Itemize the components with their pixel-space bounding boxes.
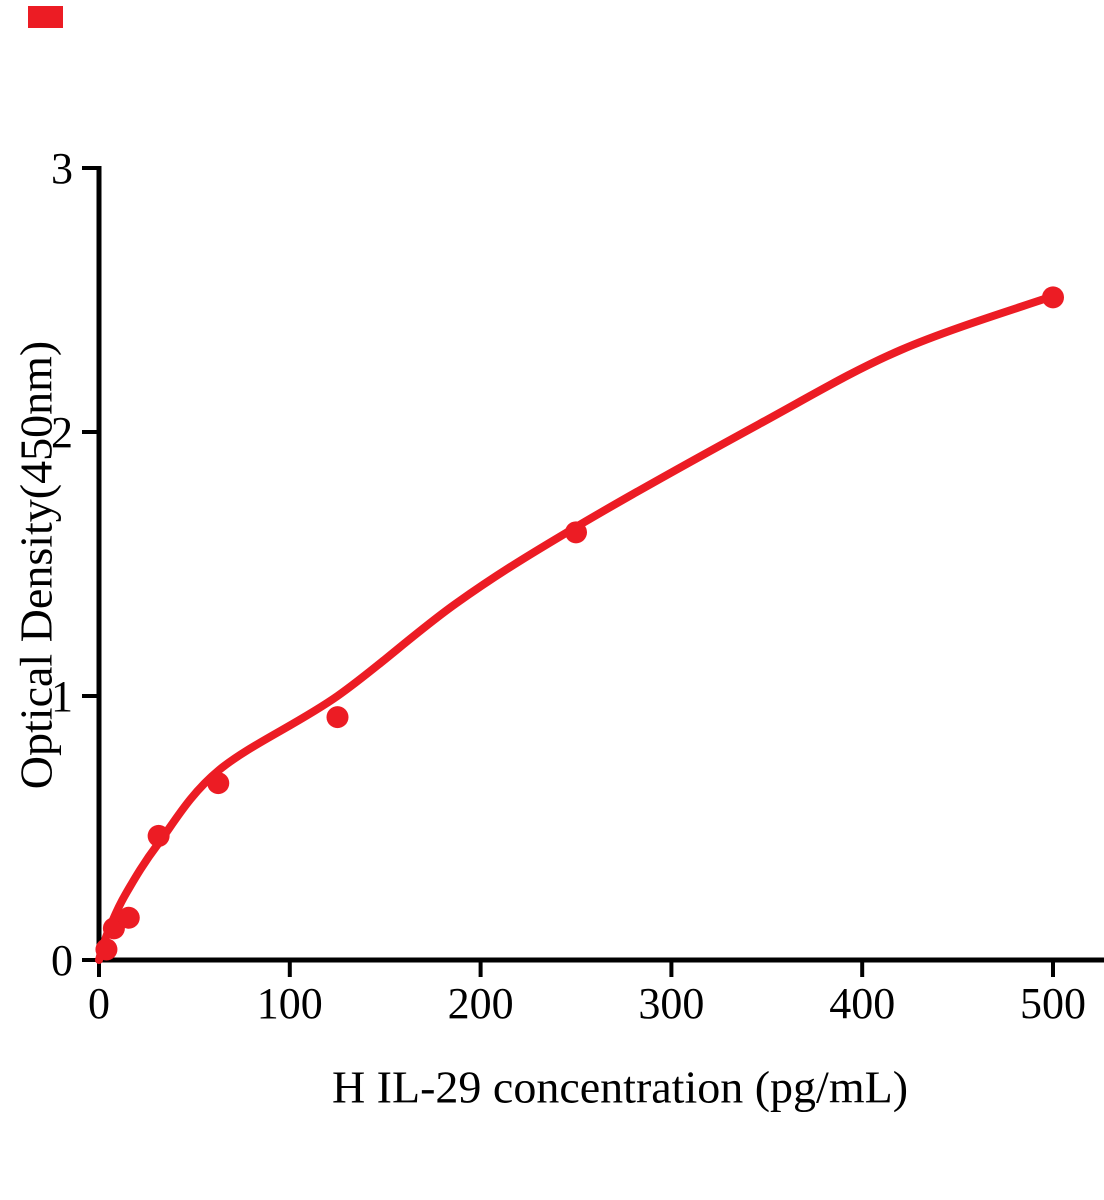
x-tick-label: 500 — [1020, 979, 1086, 1028]
x-axis-title: H IL-29 concentration (pg/mL) — [331, 1061, 909, 1113]
data-point — [95, 938, 118, 961]
x-tick-label: 200 — [448, 979, 514, 1028]
x-tick-label: 0 — [88, 979, 110, 1028]
tick-marks — [82, 166, 1055, 977]
corner-red-mark — [28, 6, 63, 28]
x-tick-label: 400 — [829, 979, 895, 1028]
data-points — [95, 286, 1064, 961]
y-tick-label: 0 — [51, 936, 73, 985]
data-point — [207, 772, 230, 795]
y-tick-label: 1 — [51, 672, 73, 721]
data-point — [565, 521, 587, 544]
data-point — [1042, 286, 1064, 309]
axes — [96, 166, 1104, 963]
fit-curve — [95, 292, 1057, 964]
tick-labels: 0 1 2 3 0 100 200 300 400 500 — [51, 144, 1086, 1028]
data-point — [147, 824, 170, 847]
y-tick-label: 2 — [51, 408, 73, 457]
x-tick-label: 300 — [638, 979, 704, 1028]
data-point — [326, 706, 349, 729]
y-axis-title: Optical Density(450nm) — [10, 340, 62, 790]
data-point — [117, 906, 140, 929]
x-tick-label: 100 — [257, 979, 323, 1028]
standard-curve-path — [95, 292, 1057, 964]
y-tick-label: 3 — [51, 144, 73, 193]
